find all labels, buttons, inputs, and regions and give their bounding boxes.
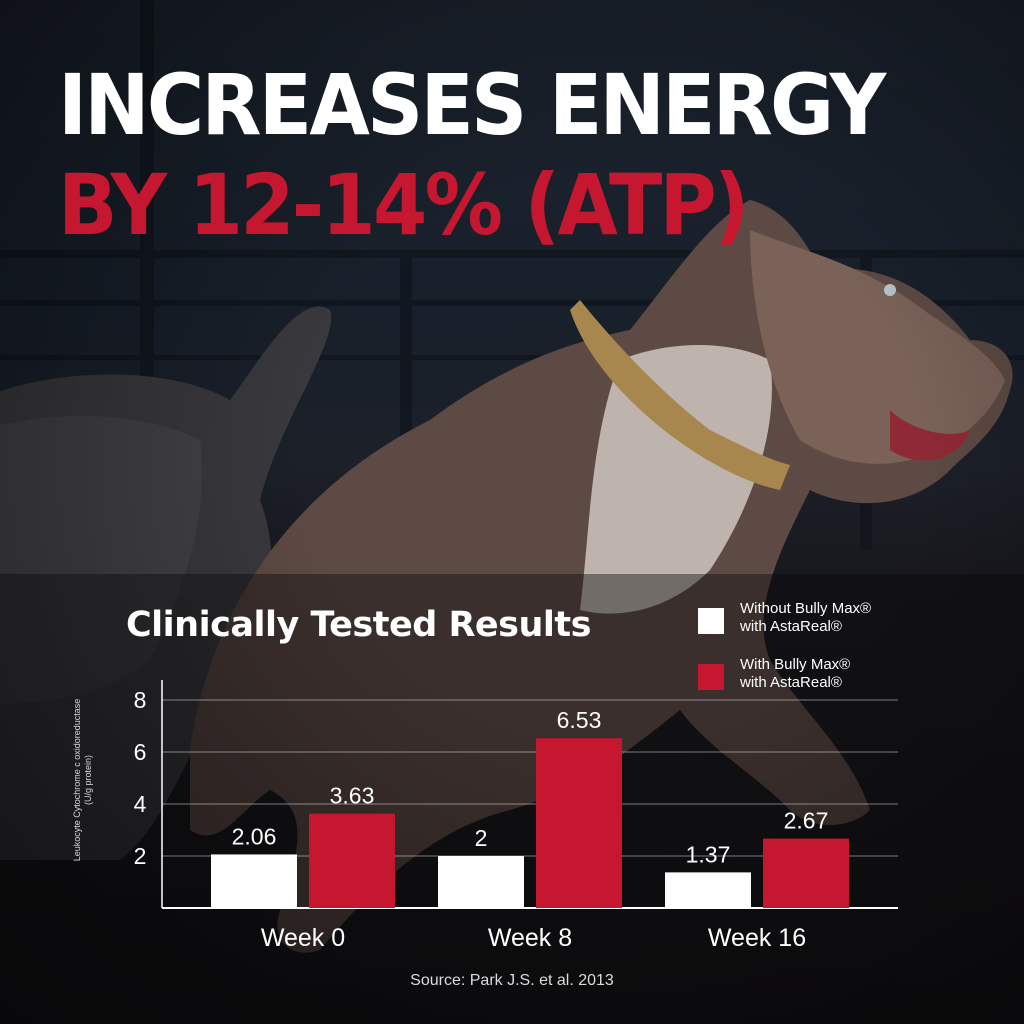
data-label-without-0: 2.06 [232,823,277,849]
y-tick-label-6: 6 [134,739,147,765]
data-label-with-0: 3.63 [330,783,375,809]
y-tick-label-2: 2 [134,843,147,869]
bar-with-2 [763,838,849,908]
y-tick-label-4: 4 [134,791,147,817]
bar-without-1 [438,856,524,908]
headline-line-2: BY 12-14% (ATP) [58,156,750,254]
chart-panel [0,574,1024,1024]
chart-title: Clinically Tested Results [126,605,591,645]
x-tick-label-2: Week 16 [708,924,806,952]
source-citation: Source: Park J.S. et al. 2013 [410,972,614,989]
legend-item-without: Without Bully Max® with AstaReal® [698,600,1018,656]
bar-with-0 [309,813,395,908]
x-tick-label-0: Week 0 [261,924,345,952]
legend-swatch-white [698,608,724,634]
bar-without-0 [211,854,297,908]
bar-with-1 [536,738,622,908]
legend-label-with: With Bully Max® with AstaReal® [740,656,851,691]
x-tick-label-1: Week 8 [488,924,572,952]
headline-line-1: INCREASES ENERGY [58,56,886,154]
legend-item-with: With Bully Max® with AstaReal® [698,656,1018,712]
y-tick-label-8: 8 [134,687,147,713]
data-label-with-2: 2.67 [784,808,829,834]
chart-legend: Without Bully Max® with AstaReal® With B… [698,600,1018,712]
data-label-with-1: 6.53 [557,707,602,733]
legend-label-without: Without Bully Max® with AstaReal® [740,600,872,635]
legend-swatch-red [698,664,724,690]
data-label-without-1: 2 [475,825,488,851]
data-label-without-2: 1.37 [686,841,731,867]
bar-without-2 [665,872,751,908]
headline: INCREASES ENERGY BY 12-14% (ATP) [58,55,998,255]
